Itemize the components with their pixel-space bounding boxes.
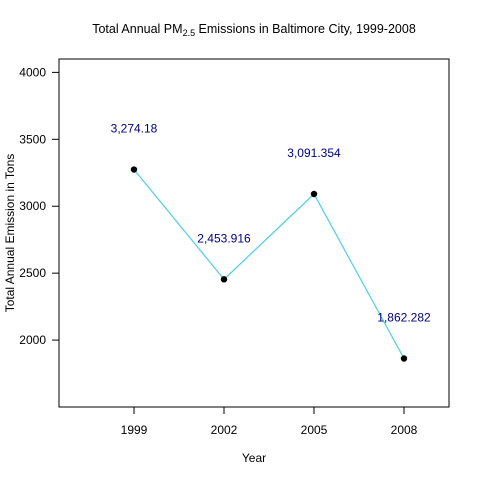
chart-title: Total Annual PM2.5 Emissions in Baltimor… bbox=[92, 22, 416, 38]
y-tick-label: 3000 bbox=[19, 199, 46, 213]
x-tick-label: 1999 bbox=[121, 423, 148, 437]
x-tick-label: 2002 bbox=[211, 423, 238, 437]
data-point bbox=[400, 355, 408, 362]
data-label: 1,862.282 bbox=[377, 311, 431, 325]
chart-title-prefix: Total Annual PM bbox=[92, 22, 182, 36]
data-point bbox=[310, 190, 318, 198]
data-point bbox=[130, 166, 138, 173]
y-tick-label: 2000 bbox=[19, 333, 46, 347]
x-tick-label: 2005 bbox=[301, 423, 328, 437]
data-label: 3,091.354 bbox=[287, 146, 341, 160]
chart-title-suffix: Emissions in Baltimore City, 1999-2008 bbox=[195, 22, 416, 36]
y-tick-label: 4000 bbox=[19, 65, 46, 79]
x-axis-label: Year bbox=[242, 451, 266, 465]
x-axis: 1999 2002 2005 2008 bbox=[121, 406, 418, 437]
chart-title-subscript: 2.5 bbox=[183, 28, 196, 38]
plot-frame bbox=[58, 58, 450, 408]
data-label: 3,274.18 bbox=[111, 122, 158, 136]
data-label: 2,453.916 bbox=[197, 231, 251, 245]
y-tick-label: 2500 bbox=[19, 266, 46, 280]
series-line bbox=[133, 169, 405, 359]
y-axis-label: Total Annual Emission in Tons bbox=[3, 154, 17, 313]
y-tick-label: 3500 bbox=[19, 132, 46, 146]
y-axis: 2000 2500 3000 3500 4000 bbox=[19, 65, 60, 347]
x-tick-label: 2008 bbox=[391, 423, 418, 437]
series-total-emissions: 3,274.18 2,453.916 3,091.354 1,862.282 bbox=[111, 122, 431, 362]
data-point bbox=[220, 276, 228, 283]
